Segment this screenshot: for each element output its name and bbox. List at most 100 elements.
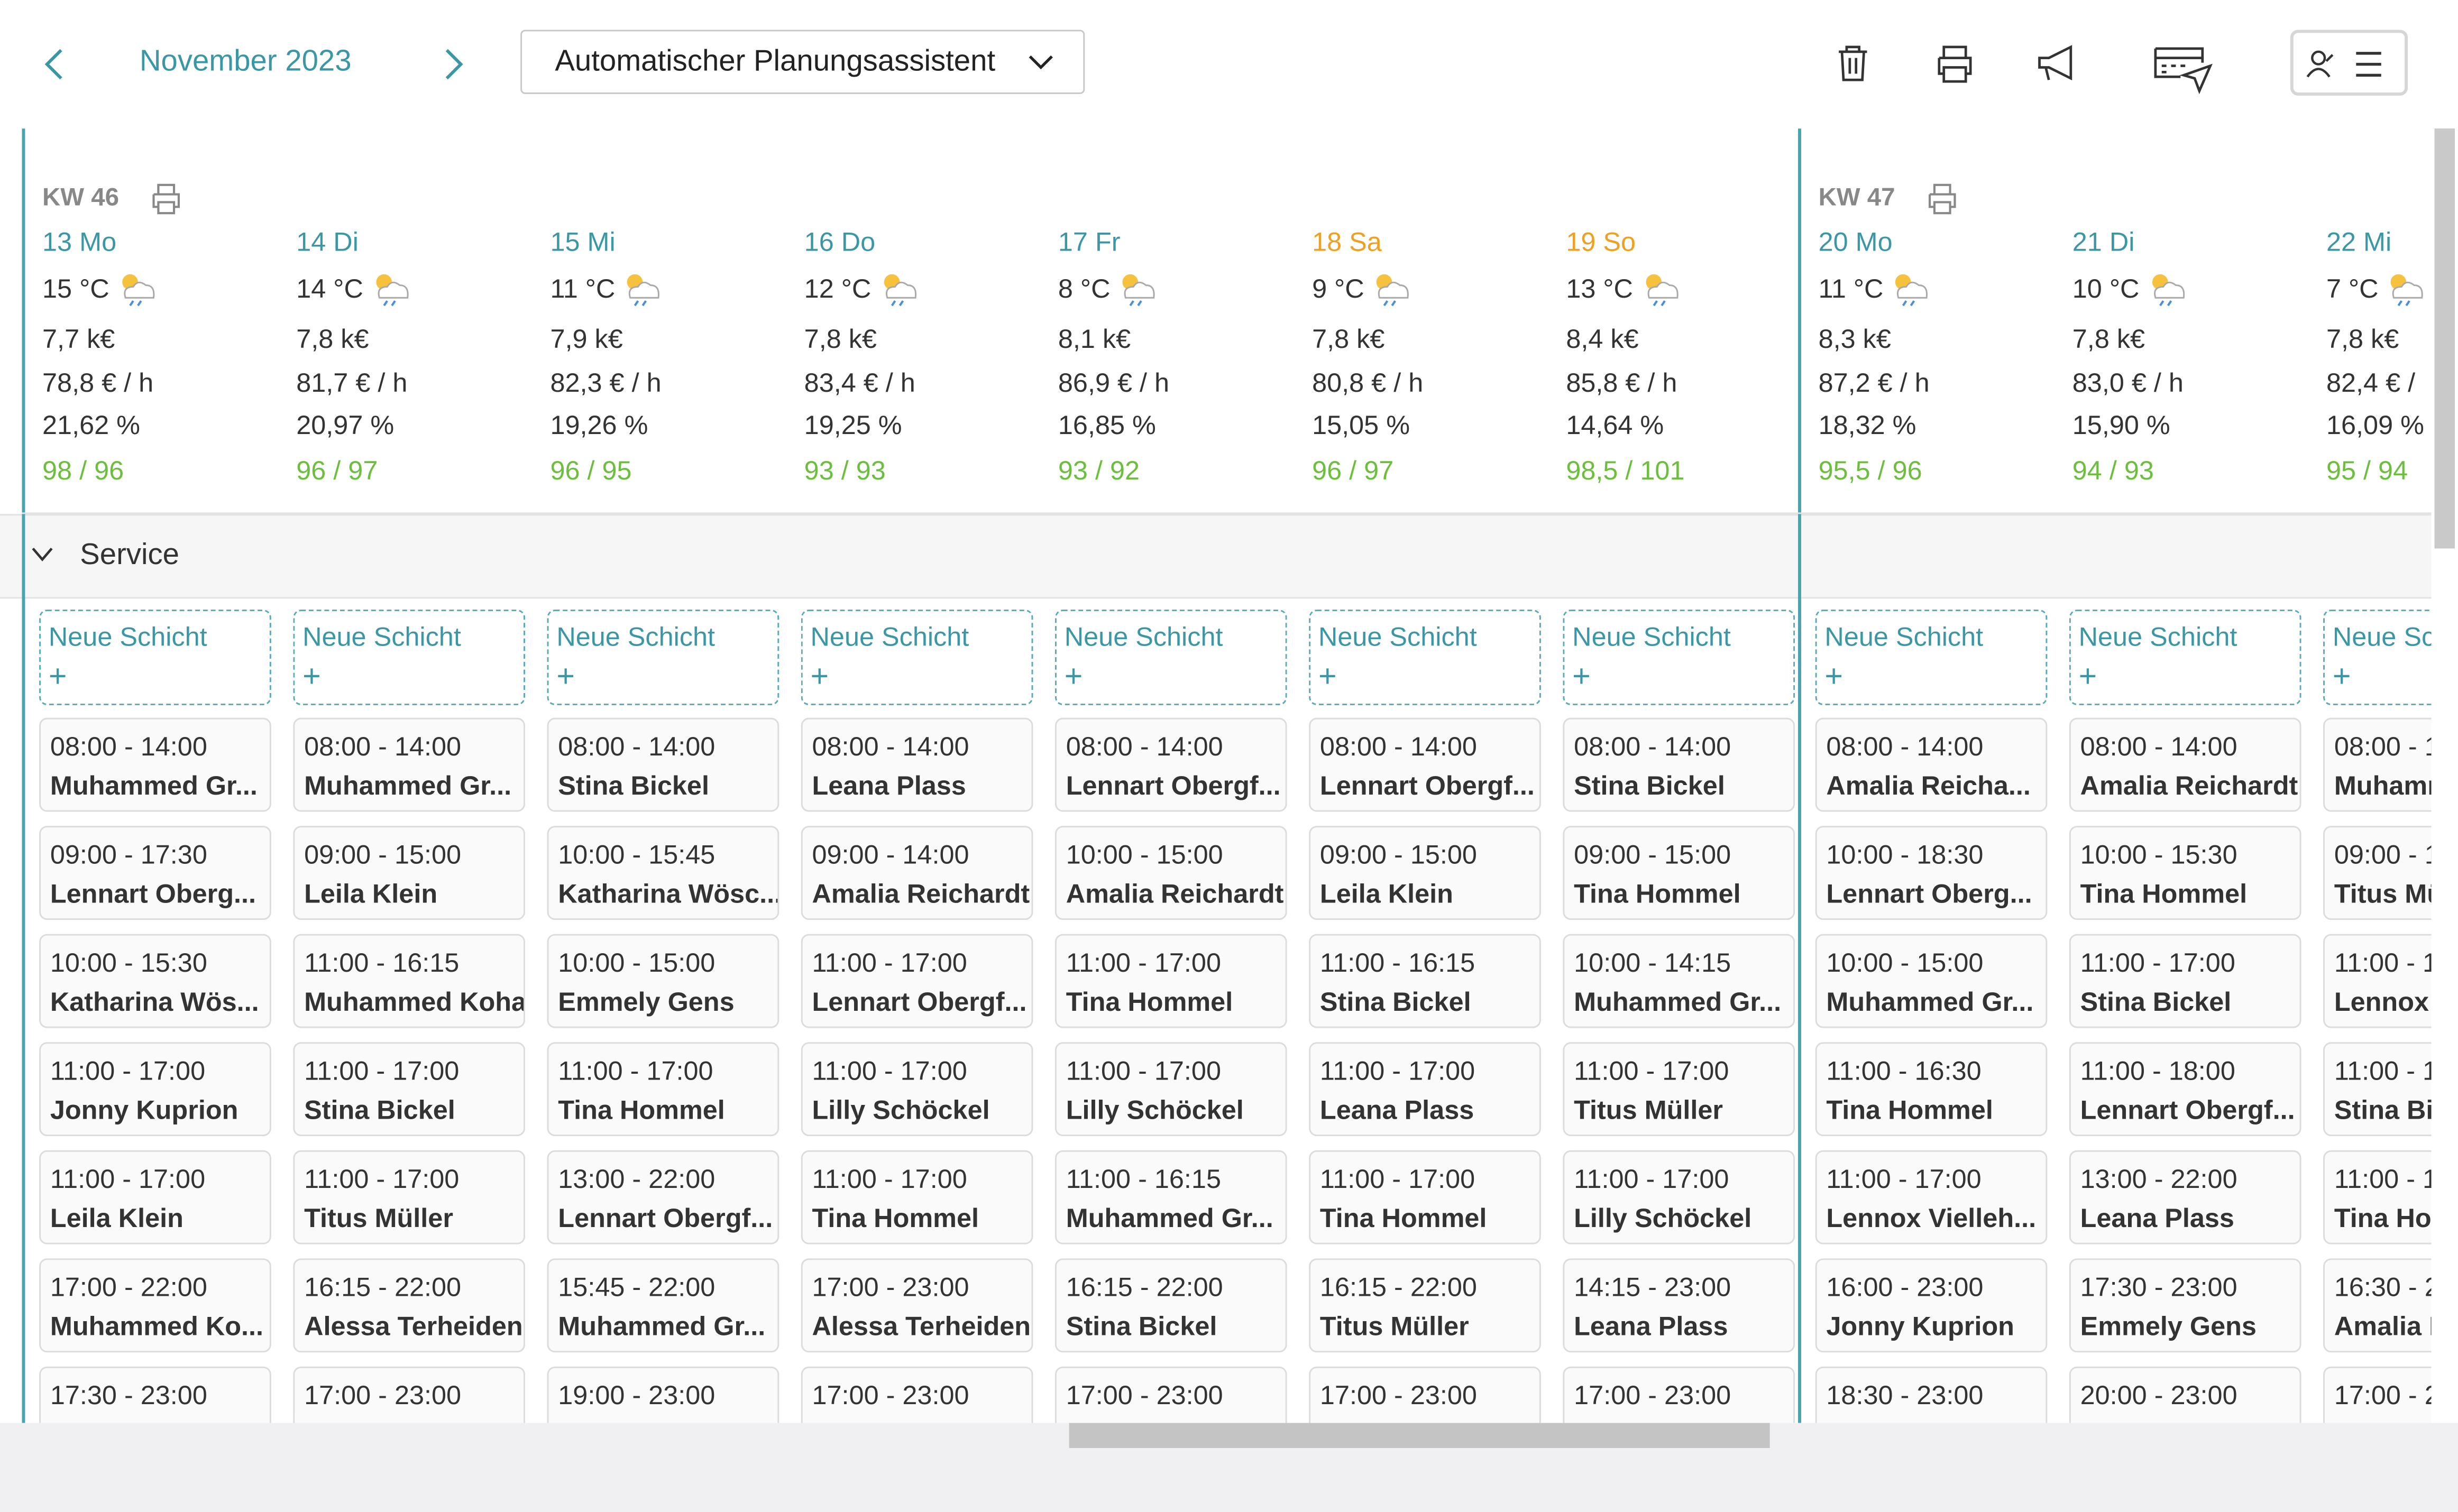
shift-card[interactable]: 16:15 - 22:00 Alessa Terheiden (293, 1258, 526, 1353)
shift-card[interactable]: 17:00 - 2 (2323, 1366, 2432, 1423)
shift-card[interactable]: 11:00 - 17:00 Lennart Obergf... (801, 934, 1033, 1028)
shift-card[interactable]: 10:00 - 15:45 Katharina Wösc... (547, 826, 779, 920)
shift-card[interactable]: 11:00 - 17:00 Tina Hommel (1054, 934, 1287, 1028)
new-shift-button[interactable]: Neue Schicht + (1054, 610, 1287, 705)
shift-card[interactable]: 11:00 - 17:00 Jonny Kuprion (39, 1042, 271, 1137)
shift-card[interactable]: 11:00 - 17:00 Stina Bickel (2069, 934, 2301, 1028)
shift-card[interactable]: 13:00 - 22:00 Lennart Obergf... (547, 1150, 779, 1244)
shift-card[interactable]: 14:15 - 23:00 Leana Plass (1563, 1258, 1795, 1353)
print-icon[interactable] (1933, 44, 1977, 85)
shift-card[interactable]: 09:00 - 15:00 Leila Klein (1309, 826, 1541, 920)
shift-card[interactable]: 11:00 - 17:00 Titus Müller (293, 1150, 526, 1244)
shift-card[interactable]: 11:00 - 1 Tina Hon (2323, 1150, 2432, 1244)
new-shift-button[interactable]: Neue Schicht + (2323, 610, 2432, 705)
shift-card[interactable]: 10:00 - 15:30 Katharina Wös... (39, 934, 271, 1028)
planner-dropdown[interactable]: Automatischer Planungsassistent (520, 30, 1085, 94)
shift-card[interactable]: 09:00 - 15:00 Tina Hommel (1563, 826, 1795, 920)
day-label[interactable]: 14 Di (296, 227, 359, 257)
next-month[interactable] (439, 47, 467, 81)
shift-card[interactable]: 11:00 - 17:00 Tina Hommel (1309, 1150, 1541, 1244)
shift-card[interactable]: 11:00 - 17:00 Titus Müller (1563, 1042, 1795, 1137)
new-shift-button[interactable]: Neue Schicht + (1563, 610, 1795, 705)
shift-card[interactable]: 20:00 - 23:00 (2069, 1366, 2301, 1423)
shift-card[interactable]: 16:15 - 22:00 Titus Müller (1309, 1258, 1541, 1353)
shift-card[interactable]: 17:30 - 23:00 Emmely Gens (2069, 1258, 2301, 1353)
day-label[interactable]: 22 Mi (2326, 227, 2392, 257)
shift-card[interactable]: 13:00 - 22:00 Leana Plass (2069, 1150, 2301, 1244)
day-label[interactable]: 13 Mo (42, 227, 117, 257)
day-label[interactable]: 17 Fr (1058, 227, 1121, 257)
shift-card[interactable]: 16:30 - 2 Amalia R (2323, 1258, 2432, 1353)
shift-card[interactable]: 11:00 - 1 Stina Bic (2323, 1042, 2432, 1137)
day-label[interactable]: 18 Sa (1312, 227, 1382, 257)
shift-card[interactable]: 09:00 - 15:00 Leila Klein (293, 826, 526, 920)
horizontal-scroll-thumb[interactable] (1069, 1423, 1770, 1449)
shift-card[interactable]: 08:00 - 1 Muhamm (2323, 717, 2432, 812)
shift-card[interactable]: 09:00 - 14:00 Amalia Reichardt (801, 826, 1033, 920)
shift-card[interactable]: 08:00 - 14:00 Lennart Obergf... (1309, 717, 1541, 812)
shift-card[interactable]: 11:00 - 17:00 Leana Plass (1309, 1042, 1541, 1137)
shift-card[interactable]: 11:00 - 17:00 Lilly Schöckel (1563, 1150, 1795, 1244)
shift-card[interactable]: 18:30 - 23:00 (1815, 1366, 2048, 1423)
shift-card[interactable]: 11:00 - 17:00 Leila Klein (39, 1150, 271, 1244)
shift-card[interactable]: 09:00 - 1 Titus Mü (2323, 826, 2432, 920)
shift-card[interactable]: 08:00 - 14:00 Amalia Reicha... (1815, 717, 2048, 812)
shift-card[interactable]: 11:00 - 16:15 Muhammed Koha (293, 934, 526, 1028)
shift-card[interactable]: 15:45 - 22:00 Muhammed Gr... (547, 1258, 779, 1353)
announce-icon[interactable] (2035, 44, 2079, 85)
shift-card[interactable]: 11:00 - 18:00 Lennart Obergf... (2069, 1042, 2301, 1137)
shift-card[interactable]: 10:00 - 15:00 Emmely Gens (547, 934, 779, 1028)
shift-card[interactable]: 10:00 - 15:00 Amalia Reichardt (1054, 826, 1287, 920)
section-header[interactable]: Service (0, 514, 2432, 599)
shift-card[interactable]: 08:00 - 14:00 Muhammed Gr... (39, 717, 271, 812)
shift-card[interactable]: 16:00 - 23:00 Jonny Kuprion (1815, 1258, 2048, 1353)
shift-card[interactable]: 17:30 - 23:00 (39, 1366, 271, 1423)
shift-card[interactable]: 10:00 - 15:30 Tina Hommel (2069, 826, 2301, 920)
shift-card[interactable]: 17:00 - 23:00 Alessa Terheiden (801, 1258, 1033, 1353)
shift-card[interactable]: 17:00 - 23:00 (1054, 1366, 1287, 1423)
shift-card[interactable]: 08:00 - 14:00 Leana Plass (801, 717, 1033, 812)
new-shift-button[interactable]: Neue Schicht + (547, 610, 779, 705)
shift-card[interactable]: 08:00 - 14:00 Amalia Reichardt (2069, 717, 2301, 812)
new-shift-button[interactable]: Neue Schicht + (1815, 610, 2048, 705)
shift-card[interactable]: 16:15 - 22:00 Stina Bickel (1054, 1258, 1287, 1353)
shift-card[interactable]: 11:00 - 17:00 Lilly Schöckel (1054, 1042, 1287, 1137)
day-label[interactable]: 15 Mi (550, 227, 616, 257)
shift-card[interactable]: 11:00 - 16:15 Stina Bickel (1309, 934, 1541, 1028)
new-shift-button[interactable]: Neue Schicht + (39, 610, 271, 705)
new-shift-button[interactable]: Neue Schicht + (1309, 610, 1541, 705)
shift-card[interactable]: 08:00 - 14:00 Muhammed Gr... (293, 717, 526, 812)
shift-card[interactable]: 17:00 - 23:00 (1309, 1366, 1541, 1423)
shift-card[interactable]: 10:00 - 14:15 Muhammed Gr... (1563, 934, 1795, 1028)
view-toggle[interactable] (2290, 30, 2408, 96)
shift-card[interactable]: 09:00 - 17:30 Lennart Oberg... (39, 826, 271, 920)
shift-card[interactable]: 11:00 - 17:00 Tina Hommel (547, 1042, 779, 1137)
shift-card[interactable]: 17:00 - 23:00 (801, 1366, 1033, 1423)
new-shift-button[interactable]: Neue Schicht + (801, 610, 1033, 705)
shift-card[interactable]: 08:00 - 14:00 Lennart Obergf... (1054, 717, 1287, 812)
delete-icon[interactable] (1834, 44, 1872, 85)
shift-card[interactable]: 11:00 - 17:00 Stina Bickel (293, 1042, 526, 1137)
new-shift-button[interactable]: Neue Schicht + (293, 610, 526, 705)
shift-card[interactable]: 11:00 - 16:30 Tina Hommel (1815, 1042, 2048, 1137)
day-label[interactable]: 16 Do (804, 227, 876, 257)
send-plan-icon[interactable] (2152, 44, 2215, 94)
shift-card[interactable]: 10:00 - 18:30 Lennart Oberg... (1815, 826, 2048, 920)
shift-card[interactable]: 17:00 - 23:00 (293, 1366, 526, 1423)
shift-card[interactable]: 11:00 - 17:00 Lilly Schöckel (801, 1042, 1033, 1137)
day-label[interactable]: 21 Di (2072, 227, 2135, 257)
day-label[interactable]: 19 So (1566, 227, 1636, 257)
shift-card[interactable]: 08:00 - 14:00 Stina Bickel (547, 717, 779, 812)
shift-card[interactable]: 10:00 - 15:00 Muhammed Gr... (1815, 934, 2048, 1028)
prev-month[interactable] (41, 47, 69, 81)
shift-card[interactable]: 11:00 - 16:15 Muhammed Gr... (1054, 1150, 1287, 1244)
new-shift-button[interactable]: Neue Schicht + (2069, 610, 2301, 705)
day-label[interactable]: 20 Mo (1818, 227, 1893, 257)
shift-card[interactable]: 08:00 - 14:00 Stina Bickel (1563, 717, 1795, 812)
shift-card[interactable]: 11:00 - 1 Lennox V (2323, 934, 2432, 1028)
shift-card[interactable]: 19:00 - 23:00 (547, 1366, 779, 1423)
shift-card[interactable]: 11:00 - 17:00 Tina Hommel (801, 1150, 1033, 1244)
scroll-thumb[interactable] (2434, 128, 2455, 549)
shift-card[interactable]: 17:00 - 23:00 (1563, 1366, 1795, 1423)
shift-card[interactable]: 11:00 - 17:00 Lennox Vielleh... (1815, 1150, 2048, 1244)
